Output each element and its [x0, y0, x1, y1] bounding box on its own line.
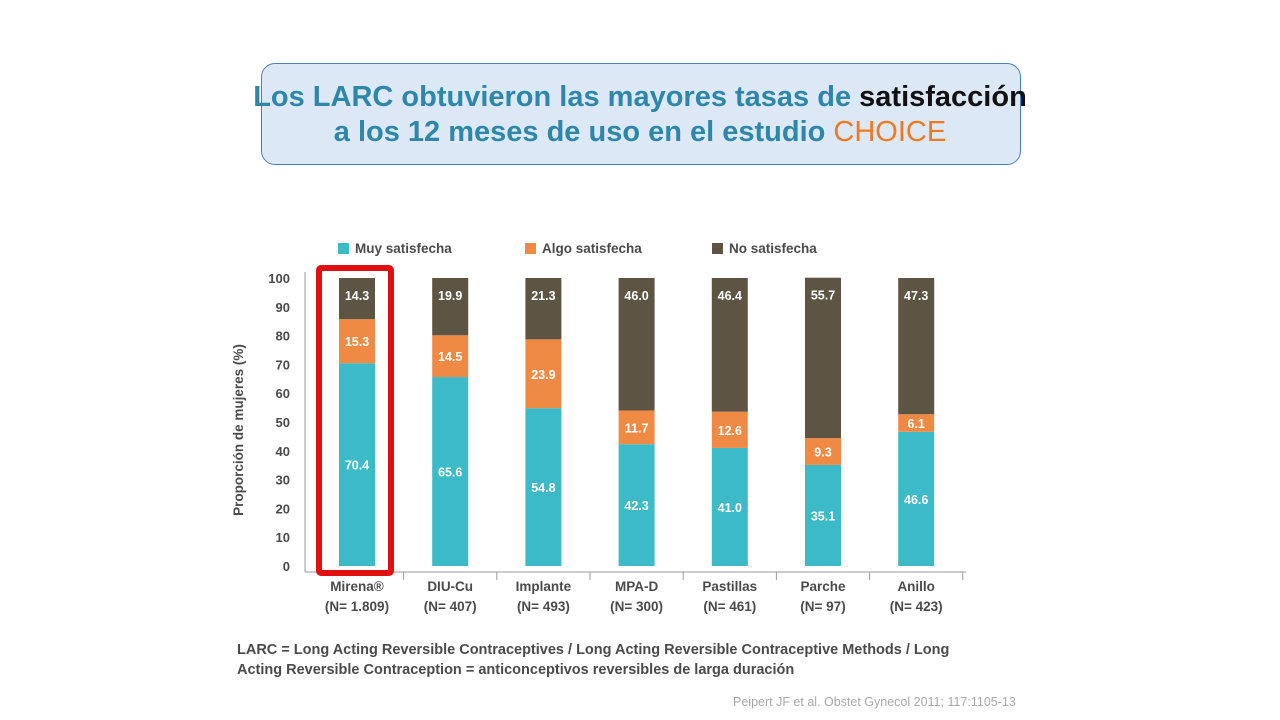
title-highlight: satisfacción — [859, 81, 1027, 113]
bar-data-label: 46.4 — [718, 289, 742, 303]
bar-segment — [618, 278, 655, 411]
bar-data-label: 9.3 — [814, 446, 831, 460]
bar-data-label: 54.8 — [531, 481, 555, 495]
bar-data-label: 14.3 — [345, 289, 369, 303]
bar-segment — [711, 411, 748, 448]
slide-title-line-2: a los 12 meses de uso en el estudio CHOI… — [150, 116, 1130, 149]
bar-segment — [805, 277, 841, 439]
footnote-line-2: Acting Reversible Contraception = antico… — [237, 662, 795, 678]
x-tick-label: Anillo — [897, 579, 935, 594]
bar-data-label: 47.3 — [904, 289, 928, 303]
bar-segment — [898, 278, 935, 415]
x-tick-sublabel: (N= 1.809) — [325, 599, 389, 614]
bar-data-label: 12.6 — [718, 424, 742, 438]
title-text-2: a los 12 meses de uso en el estudio — [333, 116, 834, 148]
y-tick-label: 0 — [283, 559, 290, 574]
y-tick-label: 20 — [276, 501, 290, 516]
legend-swatch — [338, 243, 349, 254]
y-axis-label: Proporción de mujeres (%) — [231, 344, 246, 516]
x-tick-label: Mirena® — [330, 579, 384, 594]
y-tick-label: 80 — [276, 329, 290, 344]
footnote-line-1: LARC = Long Acting Reversible Contracept… — [237, 642, 950, 658]
x-tick-label: DIU-Cu — [427, 579, 473, 594]
y-tick-label: 90 — [276, 300, 290, 315]
bar-segment — [339, 278, 375, 320]
bar-data-label: 15.3 — [345, 335, 369, 349]
y-tick-label: 30 — [276, 473, 290, 488]
slide-title-line-1: Los LARC obtuvieron las mayores tasas de… — [150, 81, 1130, 114]
x-tick-label: Pastillas — [702, 579, 757, 594]
y-tick-label: 70 — [276, 357, 290, 372]
legend-swatch — [712, 243, 723, 254]
bar-segment — [432, 377, 469, 566]
y-tick-label: 40 — [276, 444, 290, 459]
bar-data-label: 65.6 — [438, 466, 462, 480]
y-tick-label: 10 — [276, 530, 290, 545]
x-tick-sublabel: (N= 493) — [517, 599, 570, 614]
x-tick-label: Parche — [800, 579, 846, 594]
y-tick-label: 50 — [276, 415, 290, 430]
bar-data-label: 70.4 — [345, 459, 369, 473]
x-tick-sublabel: (N= 97) — [800, 599, 845, 614]
x-tick-label: Implante — [516, 579, 572, 594]
bar-data-label: 55.7 — [811, 289, 835, 303]
bar-data-label: 21.3 — [531, 289, 555, 303]
bar-segment — [339, 319, 375, 364]
x-tick-sublabel: (N= 461) — [703, 599, 756, 614]
bar-data-label: 6.1 — [908, 417, 925, 431]
bar-segment — [805, 438, 841, 465]
bar-segment — [898, 431, 935, 566]
footnote: LARC = Long Acting Reversible Contracept… — [237, 640, 997, 680]
bar-data-label: 46.6 — [904, 493, 928, 507]
legend-swatch — [525, 243, 536, 254]
bar-segment — [525, 339, 562, 409]
bar-data-label: 11.7 — [625, 421, 649, 435]
bar-segment — [432, 278, 469, 336]
bar-segment — [339, 363, 375, 566]
title-box — [261, 63, 1021, 165]
title-text-1: Los LARC obtuvieron las mayores tasas de — [253, 81, 860, 113]
bar-segment — [432, 335, 469, 378]
x-tick-label: MPA-D — [615, 579, 658, 594]
y-tick-label: 100 — [268, 271, 290, 286]
bar-segment — [525, 408, 562, 566]
title-brand: CHOICE — [833, 116, 947, 148]
bar-segment — [618, 410, 655, 445]
bar-data-label: 23.9 — [531, 368, 555, 382]
x-tick-sublabel: (N= 300) — [610, 599, 663, 614]
bar-data-label: 41.0 — [718, 501, 742, 515]
bar-data-label: 35.1 — [811, 509, 835, 523]
bar-data-label: 19.9 — [438, 289, 462, 303]
x-tick-sublabel: (N= 423) — [890, 599, 943, 614]
bar-segment — [525, 278, 562, 340]
bar-segment — [805, 464, 841, 566]
bar-data-label: 46.0 — [624, 289, 648, 303]
bar-data-label: 14.5 — [438, 350, 462, 364]
bar-segment — [711, 447, 748, 566]
bar-data-label: 42.3 — [624, 499, 648, 513]
bar-segment — [898, 414, 935, 432]
legend-label: No satisfecha — [729, 241, 817, 256]
bar-segment — [618, 444, 655, 566]
citation: Peipert JF et al. Obstet Gynecol 2011; 1… — [733, 695, 1016, 709]
bar-segment — [711, 278, 748, 412]
legend-label: Muy satisfecha — [355, 241, 452, 256]
y-tick-label: 60 — [276, 386, 290, 401]
highlight-box — [316, 265, 394, 576]
x-tick-sublabel: (N= 407) — [424, 599, 477, 614]
legend-label: Algo satisfecha — [542, 241, 642, 256]
